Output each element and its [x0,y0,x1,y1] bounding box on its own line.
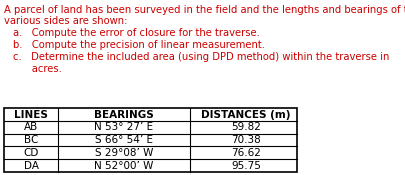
Text: BC: BC [24,135,38,145]
Text: N 53° 27’ E: N 53° 27’ E [94,122,153,132]
Text: 70.38: 70.38 [231,135,260,145]
Text: S 66° 54’ E: S 66° 54’ E [95,135,152,145]
Text: c.   Determine the included area (using DPD method) within the traverse in: c. Determine the included area (using DP… [13,52,389,62]
Text: a.   Compute the error of closure for the traverse.: a. Compute the error of closure for the … [13,28,260,38]
Text: DA: DA [23,160,38,170]
Text: DISTANCES (m): DISTANCES (m) [201,110,290,120]
Text: CD: CD [23,148,39,158]
Text: 76.62: 76.62 [231,148,260,158]
Text: 59.82: 59.82 [231,122,260,132]
Text: S 29°08’ W: S 29°08’ W [94,148,153,158]
Text: acres.: acres. [13,64,62,74]
Text: LINES: LINES [14,110,48,120]
Text: various sides are shown:: various sides are shown: [4,16,128,26]
Text: 95.75: 95.75 [231,160,260,170]
Text: AB: AB [24,122,38,132]
Text: b.   Compute the precision of linear measurement.: b. Compute the precision of linear measu… [13,40,265,50]
Text: A parcel of land has been surveyed in the field and the lengths and bearings of : A parcel of land has been surveyed in th… [4,5,405,15]
Text: N 52°00’ W: N 52°00’ W [94,160,153,170]
Text: BEARINGS: BEARINGS [94,110,153,120]
